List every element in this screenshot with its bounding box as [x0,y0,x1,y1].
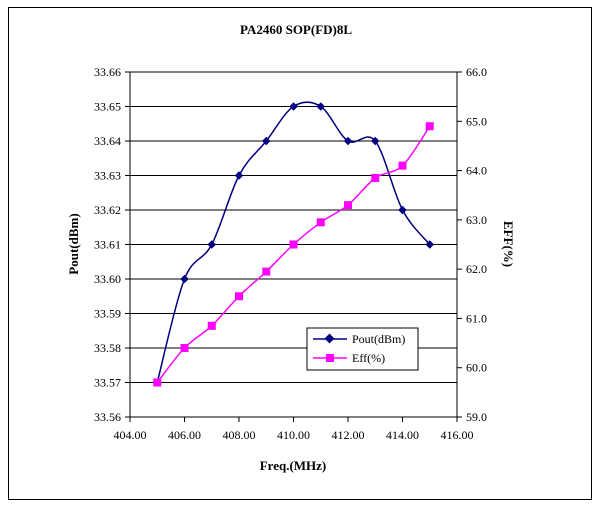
data-point-pout [289,102,298,111]
chart-frame [8,7,592,500]
y-tick-label: 33.61 [94,238,121,252]
legend: Pout(dBm) Eff(%) [306,327,419,371]
data-point-eff [289,240,298,249]
data-point-pout [207,240,216,249]
y-tick-label: 33.63 [94,169,121,183]
x-tick-label: 414.00 [386,428,419,442]
data-point-eff [425,122,434,131]
y2-tick-label: 66.0 [466,65,487,79]
data-point-eff [371,173,380,182]
y-tick-label: 33.58 [94,341,121,355]
y-tick-label: 33.56 [94,410,121,424]
legend-label-pout: Pout(dBm) [352,332,405,346]
data-point-pout [371,136,380,146]
x-axis-ticks: 404.00 406.00 408.00 410.00 412.00 414.00 416.… [114,417,474,442]
y2-axis-label: EFF(%) [501,221,516,267]
x-tick-label: 406.00 [168,428,201,442]
y-tick-label: 33.62 [94,203,121,217]
data-point-pout [316,102,325,111]
chart-title: PA2460 SOP(FD)8L [240,22,352,37]
legend-marker-pout [324,333,335,344]
data-point-eff [344,201,352,210]
x-tick-label: 416.00 [441,428,474,442]
series-layer [153,101,434,387]
y-tick-label: 33.60 [94,272,121,286]
data-point-eff [153,378,162,387]
data-point-eff [235,292,243,301]
x-axis-label: Freq.(MHz) [260,458,327,473]
x-tick-label: 404.00 [114,428,147,442]
y-tick-label: 33.65 [94,100,121,114]
data-point-eff [180,344,189,352]
legend-box [306,327,419,371]
legend-label-eff: Eff(%) [352,351,385,365]
y2-tick-label: 62.0 [466,262,487,276]
y2-tick-label: 63.0 [466,213,487,227]
data-point-eff [398,161,407,170]
data-point-pout [343,136,353,146]
y-tick-label: 33.57 [94,376,121,390]
data-point-eff [316,218,325,227]
x-tick-label: 412.00 [332,428,365,442]
y-axis-ticks: 33.66 33.65 33.64 33.63 33.62 33.61 33.60 33.59… [94,65,130,424]
data-point-pout [234,171,244,180]
y2-tick-label: 65.0 [466,114,487,128]
y2-tick-label: 64.0 [466,164,487,178]
data-point-pout [180,274,189,284]
legend-marker-eff [326,354,334,362]
y2-tick-label: 59.0 [466,410,487,424]
data-point-eff [262,267,271,276]
y2-tick-label: 61.0 [466,311,487,325]
y-axis-label: Pout(dBm) [66,213,81,274]
data-point-eff [207,321,216,330]
x-tick-label: 408.00 [223,428,256,442]
data-point-pout [425,240,434,249]
x-tick-label: 410.00 [277,428,310,442]
y-tick-label: 33.59 [94,307,121,321]
data-point-pout [398,205,407,215]
y-tick-label: 33.64 [94,134,121,148]
y2-axis-ticks: 66.0 65.0 64.0 63.0 62.0 61.0 60.0 59.0 [457,65,487,424]
y2-tick-label: 60.0 [466,361,487,375]
y-tick-label: 33.66 [94,65,121,79]
data-point-pout [262,136,271,146]
